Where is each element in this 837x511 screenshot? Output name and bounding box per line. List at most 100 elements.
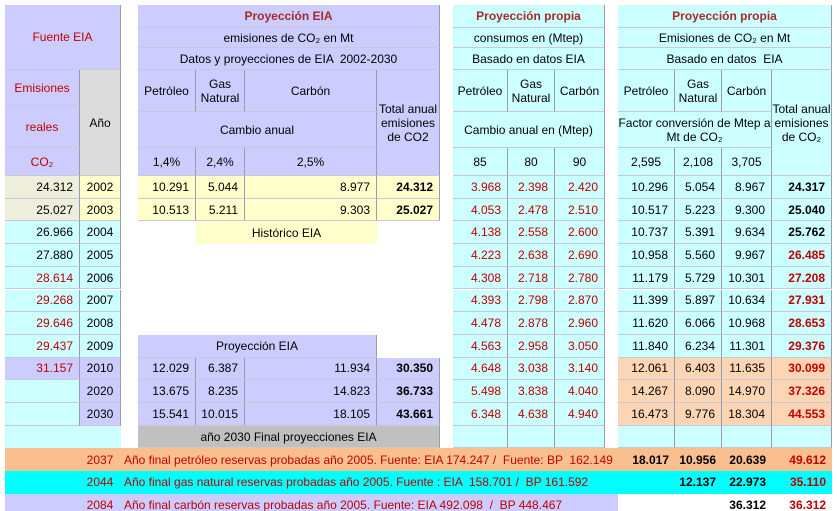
eia-datos: Datos y proyecciones de EIA 2002-2030 [138, 48, 440, 70]
col-header: Gas Natural [508, 70, 555, 112]
emis-value: 25.040 [772, 198, 832, 222]
fill [453, 425, 508, 449]
footer-text: Año final gas natural reservas probadas … [124, 475, 589, 490]
emis-value: 29.376 [772, 334, 832, 358]
emis-value: 37.326 [772, 380, 832, 403]
emis-value: 9.967 [722, 244, 772, 267]
rate: 2,5% [245, 148, 377, 176]
footer-band [5, 471, 832, 494]
year: 2003 [80, 198, 121, 222]
consumo-value: 2.478 [508, 198, 555, 222]
reales [5, 380, 80, 403]
emis-value: 5.223 [675, 198, 722, 222]
eia-final: año 2030 Final proyecciones EIA [138, 425, 440, 449]
eia-value: 8.235 [196, 380, 245, 403]
footer-value: 36.312 [789, 498, 826, 511]
year: 2006 [80, 266, 121, 290]
emis-value: 14.267 [618, 380, 675, 403]
col-header: Petróleo [618, 70, 675, 112]
eia-subtitle: emisiones de CO₂ en Mt [138, 28, 440, 48]
emis-value: 11.399 [618, 289, 675, 313]
emis-value: 25.762 [772, 221, 832, 245]
year: 2005 [80, 244, 121, 267]
emis-value: 11.301 [722, 334, 772, 358]
year: 2008 [80, 312, 121, 335]
col-header: Carbón [245, 70, 377, 112]
consumo-value: 4.223 [453, 244, 508, 267]
reales [5, 403, 80, 426]
eia-value: 25.027 [377, 198, 440, 222]
fill [675, 425, 722, 449]
emis-value: 10.634 [722, 289, 772, 313]
fill [5, 425, 121, 449]
eia-value: 5.044 [196, 176, 245, 199]
emis-value: 5.729 [675, 266, 722, 290]
consumo-value: 3.838 [508, 380, 555, 403]
emis-value: 11.840 [618, 334, 675, 358]
emis-value: 5.391 [675, 221, 722, 245]
consumo-value: 2.780 [555, 266, 605, 290]
emis-value: 9.634 [722, 221, 772, 245]
consumo-cambio: Cambio anual en (Mtep) [453, 112, 605, 148]
eia-value: 15.541 [138, 403, 196, 426]
footer-value: 49.612 [789, 452, 826, 467]
footer-year: 2084 [86, 498, 114, 511]
emis-total: Total anual emisiones de CO₂ [772, 70, 832, 176]
eia-value: 36.733 [377, 380, 440, 403]
consumo-value: 3.140 [555, 357, 605, 381]
eia-value: 10.513 [138, 198, 196, 222]
fill [555, 425, 605, 449]
emis-value: 27.208 [772, 266, 832, 290]
consumo-value: 2.958 [508, 334, 555, 358]
eia-total: Total anual emisiones de CO2 [377, 70, 440, 176]
consumo-value: 2.878 [508, 312, 555, 335]
emis-value: 11.620 [618, 312, 675, 335]
emis-value: 44.553 [772, 403, 832, 426]
reales: 29.268 [5, 289, 80, 313]
year: 2030 [80, 403, 121, 426]
year: 2009 [80, 334, 121, 358]
rate: 1,4% [138, 148, 196, 176]
consumo-value: 4.648 [453, 357, 508, 381]
emis-value: 11.635 [722, 357, 772, 381]
consumo-subtitle: consumos en (Mtep) [453, 28, 605, 48]
factor: 2,108 [675, 148, 722, 176]
col-header: Carbón [722, 70, 772, 112]
consumo-value: 4.138 [453, 221, 508, 245]
emis-value: 30.099 [772, 357, 832, 381]
footer-value: 18.017 [632, 452, 669, 467]
consumo-value: 2.718 [508, 266, 555, 290]
reales: 24.312 [5, 176, 80, 199]
consumo-value: 2.798 [508, 289, 555, 313]
eia-value: 18.105 [245, 403, 377, 426]
consumo-value: 2.870 [555, 289, 605, 313]
year: 2007 [80, 289, 121, 313]
footer-value: 36.312 [729, 498, 766, 511]
emis-value: 9.776 [675, 403, 722, 426]
eia-value: 9.303 [245, 198, 377, 222]
consumo-value: 5.498 [453, 380, 508, 403]
consumo-value: 4.940 [555, 403, 605, 426]
emis-value: 12.061 [618, 357, 675, 381]
emis-value: 28.653 [772, 312, 832, 335]
consumo-basado: Basado en datos EIA [453, 48, 605, 70]
factor: 2,595 [618, 148, 675, 176]
header-reales: reales [5, 106, 80, 148]
emis-value: 8.967 [722, 176, 772, 199]
header-fuente: Fuente EIA [5, 5, 121, 70]
emis-value: 8.090 [675, 380, 722, 403]
emis-value: 9.300 [722, 198, 772, 222]
consumo-value: 4.053 [453, 198, 508, 222]
consumo-value: 4.393 [453, 289, 508, 313]
emis-value: 24.317 [772, 176, 832, 199]
consumo-title: Proyección propia [453, 5, 605, 28]
consumo-value: 3.968 [453, 176, 508, 199]
rate: 90 [555, 148, 605, 176]
footer-text: Año final petróleo reservas probadas año… [124, 452, 613, 467]
consumo-value: 4.478 [453, 312, 508, 335]
consumo-value: 2.690 [555, 244, 605, 267]
rate: 80 [508, 148, 555, 176]
reales: 26.966 [5, 221, 80, 245]
consumo-value: 2.510 [555, 198, 605, 222]
